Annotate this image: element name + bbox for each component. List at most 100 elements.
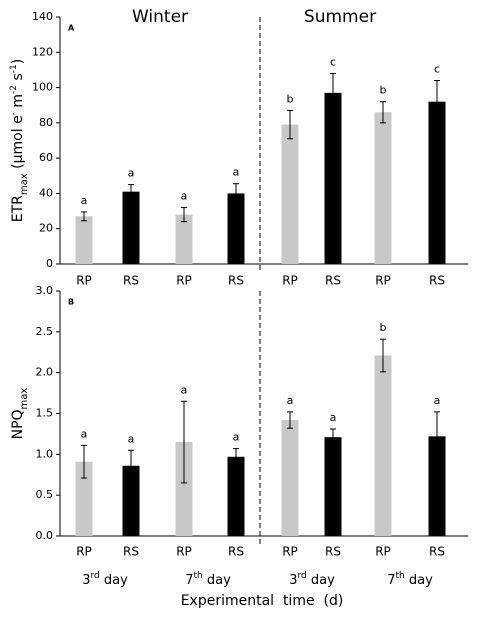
x-tick-label: RS xyxy=(123,545,139,559)
error-bar xyxy=(81,211,87,222)
y-label-part: ) xyxy=(10,59,26,64)
bar xyxy=(227,193,245,264)
y-label-part: - xyxy=(9,112,19,115)
x-tick-label: RP xyxy=(176,274,192,288)
group-sup: th xyxy=(194,571,203,581)
bar xyxy=(175,442,193,536)
x-tick-label: RS xyxy=(429,545,445,559)
group-label: 3rd day xyxy=(289,571,335,588)
x-tick-label: RS xyxy=(325,545,341,559)
group-num: 7 xyxy=(387,573,395,588)
x-tick-label: RP xyxy=(76,545,92,559)
error-bar xyxy=(434,411,440,462)
season-label: Summer xyxy=(304,7,376,27)
error-bar xyxy=(233,448,239,466)
error-bar xyxy=(330,428,336,446)
x-tick-label: RP xyxy=(176,545,192,559)
error-bar xyxy=(380,338,386,373)
y-label-part: (µmol e xyxy=(10,115,26,173)
y-label-part: max xyxy=(19,173,30,195)
bar xyxy=(75,461,93,536)
error-bar xyxy=(434,80,440,124)
x-tick-label: RS xyxy=(429,274,445,288)
significance-letter: c xyxy=(434,63,440,76)
bar xyxy=(227,456,245,536)
group-label: 7th day xyxy=(185,571,231,588)
x-tick-label: RP xyxy=(375,545,391,559)
group-text: day xyxy=(307,573,335,588)
panel-label: A xyxy=(68,24,75,33)
bar xyxy=(75,216,93,264)
y-label-part: -1 xyxy=(9,64,19,73)
y-tick-label: 60 xyxy=(39,151,53,164)
group-num: 3 xyxy=(289,573,297,588)
y-tick-label: 1.0 xyxy=(36,447,54,460)
group-sup: rd xyxy=(297,571,306,581)
error-bar xyxy=(330,72,336,113)
group-text: day xyxy=(100,573,128,588)
significance-letter: a xyxy=(434,394,441,407)
error-bar xyxy=(128,184,134,200)
significance-letter: b xyxy=(287,93,294,106)
significance-letter: a xyxy=(181,190,188,203)
season-label: Winter xyxy=(132,7,188,27)
x-tick-label: RP xyxy=(375,274,391,288)
group-num: 7 xyxy=(185,573,193,588)
bar xyxy=(281,124,299,264)
bar xyxy=(374,112,392,265)
y-axis-label: NPQmax xyxy=(10,388,30,440)
group-text: day xyxy=(203,573,231,588)
error-bar xyxy=(287,411,293,429)
x-tick-label: RP xyxy=(282,545,298,559)
y-tick-label: 0.0 xyxy=(36,529,54,542)
x-tick-label: RS xyxy=(228,545,244,559)
y-tick-label: 100 xyxy=(32,81,53,94)
bar xyxy=(374,355,392,536)
significance-letter: a xyxy=(330,411,337,424)
significance-letter: a xyxy=(233,431,240,444)
y-label-part: NPQ xyxy=(10,409,26,439)
y-label-part: m xyxy=(10,94,26,112)
group-label: 7th day xyxy=(387,571,433,588)
significance-letter: a xyxy=(128,167,135,180)
x-tick-label: RS xyxy=(325,274,341,288)
significance-letter: c xyxy=(330,55,336,68)
bar xyxy=(122,465,140,536)
y-tick-label: 40 xyxy=(39,186,53,199)
bar xyxy=(428,101,446,264)
y-axis-label: ETRmax (µmol e- m-2 s-1) xyxy=(9,59,30,222)
group-sup: th xyxy=(396,571,405,581)
significance-letter: a xyxy=(233,166,240,179)
y-label-part: -2 xyxy=(9,85,19,94)
x-tick-label: RS xyxy=(228,274,244,288)
y-tick-label: 1.5 xyxy=(36,407,54,420)
y-tick-label: 0.5 xyxy=(36,488,54,501)
bar xyxy=(175,214,193,264)
error-bar xyxy=(181,207,187,223)
y-tick-label: 140 xyxy=(32,10,53,23)
panel-label: B xyxy=(68,298,74,307)
significance-letter: a xyxy=(128,432,135,445)
x-tick-label: RP xyxy=(76,274,92,288)
y-tick-label: 0 xyxy=(46,257,53,270)
y-tick-label: 2.0 xyxy=(36,366,54,379)
group-label: 3rd day xyxy=(82,571,128,588)
significance-letter: a xyxy=(181,383,188,396)
y-tick-label: 80 xyxy=(39,116,53,129)
significance-letter: b xyxy=(380,321,387,334)
error-bar xyxy=(233,183,239,204)
bar xyxy=(324,437,342,536)
bar xyxy=(428,436,446,536)
x-axis-label: Experimental time (d) xyxy=(181,593,344,609)
significance-letter: a xyxy=(81,427,88,440)
x-tick-label: RP xyxy=(282,274,298,288)
error-bar xyxy=(380,101,386,124)
y-tick-label: 120 xyxy=(32,45,53,58)
y-label-part: s xyxy=(10,73,26,85)
significance-letter: a xyxy=(287,394,294,407)
significance-letter: b xyxy=(380,84,387,97)
y-label-part: ETR xyxy=(10,195,26,222)
y-tick-label: 2.5 xyxy=(36,325,54,338)
